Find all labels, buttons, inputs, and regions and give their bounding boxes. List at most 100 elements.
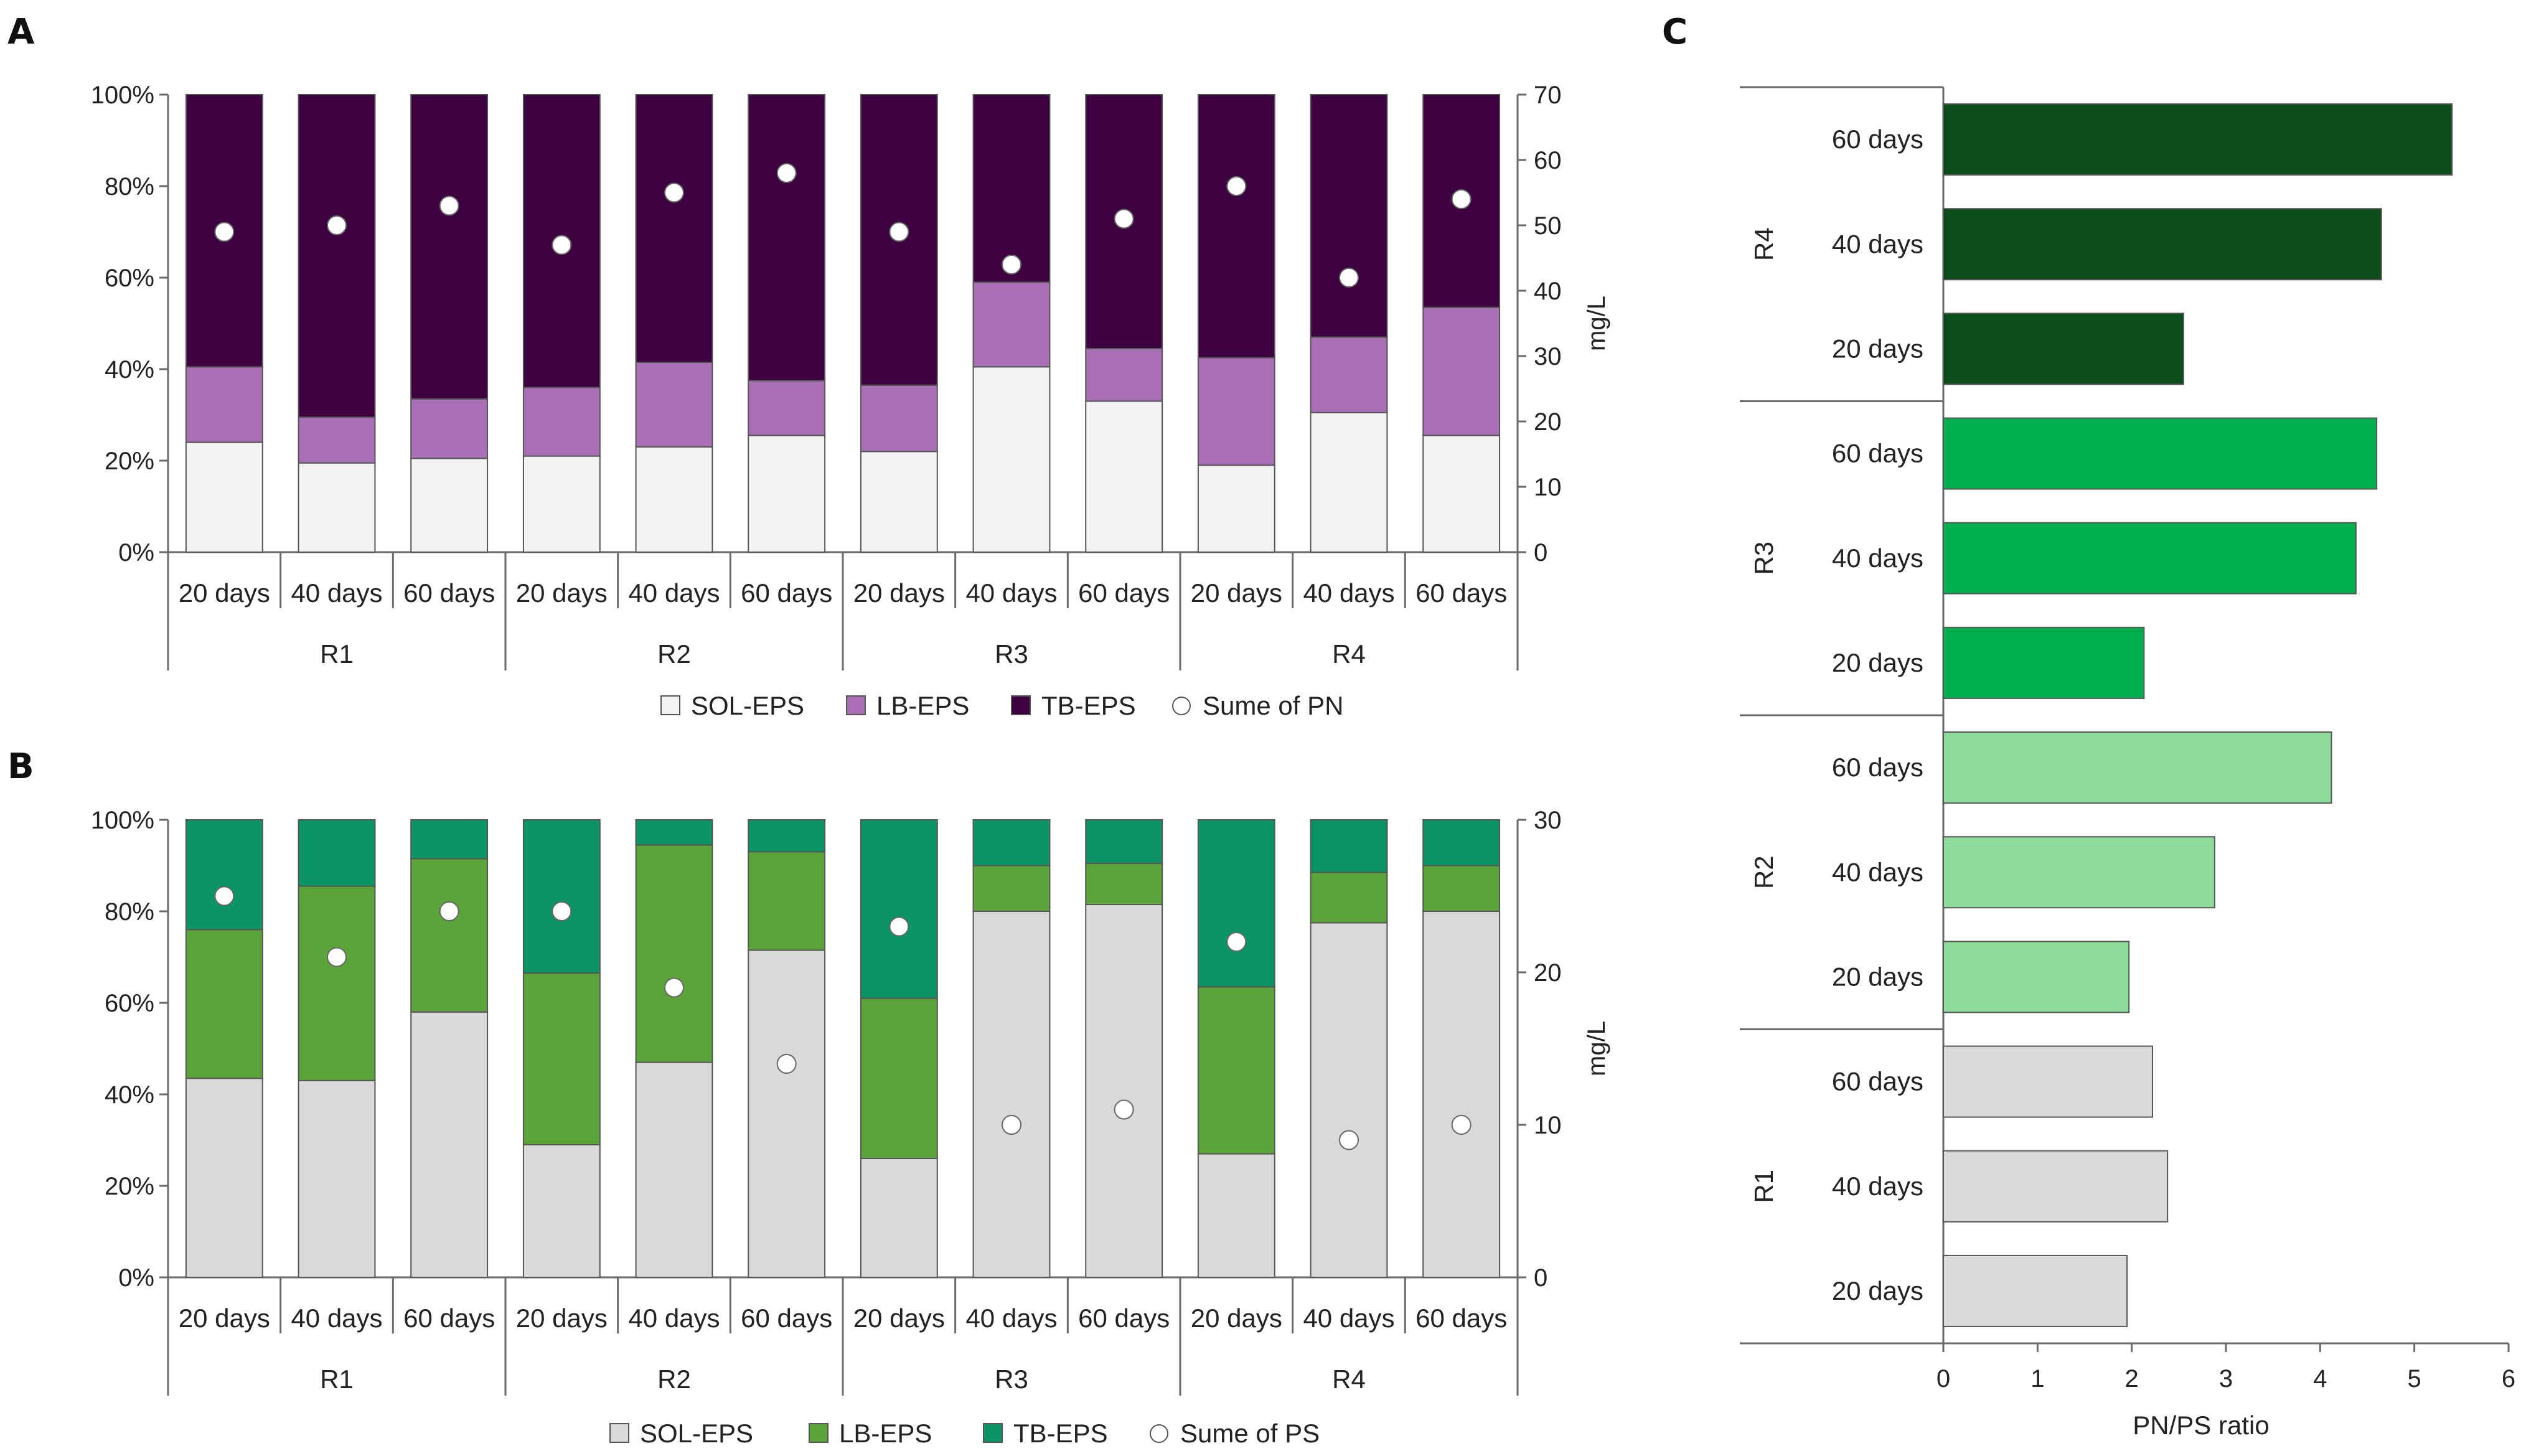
bar-sol-eps <box>860 451 938 553</box>
right-tick-label: 0 <box>1534 539 1547 566</box>
left-tick-label: 0% <box>118 1264 154 1292</box>
overlay-marker <box>214 222 235 242</box>
bar-r3 <box>1943 522 2357 594</box>
group-label: R2 <box>657 639 691 669</box>
bar-lb-eps <box>1085 862 1163 905</box>
bar-tb-eps <box>1422 819 1501 867</box>
left-tick-label: 20% <box>105 1173 154 1200</box>
category-label: 60 days <box>1832 124 1923 154</box>
overlay-marker <box>327 215 347 235</box>
category-label: 40 days <box>965 1303 1057 1333</box>
x-tick-label: 5 <box>2408 1365 2421 1393</box>
bar-sol-eps <box>410 458 489 553</box>
right-tick-label: 10 <box>1534 1112 1562 1139</box>
bar-lb-eps <box>298 885 376 1081</box>
bar-sol-eps <box>298 1079 376 1278</box>
right-tick-label: 10 <box>1534 474 1562 501</box>
group-label: R4 <box>1749 227 1778 261</box>
legend-swatch <box>609 1423 629 1443</box>
category-label: 20 days <box>516 1303 608 1333</box>
category-label: 40 days <box>291 578 382 608</box>
bar-sol-eps <box>410 1011 489 1278</box>
legend-label: Sume of PN <box>1203 691 1343 720</box>
bar-lb-eps <box>748 380 826 436</box>
bar-sol-eps <box>1197 1153 1275 1279</box>
bar-lb-eps <box>635 844 713 1063</box>
right-axis-title: mg/L <box>1583 296 1610 351</box>
bar-sol-eps <box>748 434 826 553</box>
category-label: 20 days <box>1832 334 1923 363</box>
group-label: R1 <box>320 1364 354 1394</box>
bar-r2 <box>1943 941 2130 1013</box>
legend-label: SOL-EPS <box>640 1419 753 1448</box>
overlay-marker <box>776 1054 797 1074</box>
overlay-marker <box>1339 268 1359 288</box>
category-label: 60 days <box>741 578 832 608</box>
bar-lb-eps <box>1422 865 1501 912</box>
legend-label: LB-EPS <box>876 691 969 720</box>
bar-sol-eps <box>1422 911 1501 1278</box>
bar-sol-eps <box>1085 400 1163 553</box>
category-label: 60 days <box>1832 439 1923 468</box>
category-label: 40 days <box>1303 578 1394 608</box>
bar-sol-eps <box>635 1061 713 1279</box>
bar-tb-eps <box>1197 819 1275 988</box>
bar-lb-eps <box>1310 871 1388 924</box>
bar-sol-eps <box>1197 464 1275 553</box>
panel-label-a: A <box>7 12 35 52</box>
category-label: 20 days <box>1832 1276 1923 1305</box>
category-label: 40 days <box>1832 1172 1923 1201</box>
bar-lb-eps <box>1422 306 1501 436</box>
bar-r1 <box>1943 1045 2153 1118</box>
category-label: 60 days <box>403 1303 495 1333</box>
overlay-marker <box>552 235 572 255</box>
chart-b: 0% 20% 40% 60% 80% 100% 0 10 20 30 mg/L 20 days 40 d… <box>91 807 1610 1448</box>
bar-lb-eps <box>1197 986 1275 1155</box>
category-label: 20 days <box>853 1303 945 1333</box>
bar-lb-eps <box>185 929 263 1079</box>
bar-r4 <box>1943 103 2453 176</box>
bar-r3 <box>1943 626 2145 699</box>
overlay-marker <box>1451 1115 1472 1135</box>
legend-label: SOL-EPS <box>691 691 804 720</box>
category-label: 60 days <box>1415 578 1507 608</box>
bar-r2 <box>1943 836 2215 909</box>
bar-tb-eps <box>860 819 938 999</box>
category-label: 40 days <box>1303 1303 1394 1333</box>
bar-sol-eps <box>972 366 1051 553</box>
bar-lb-eps <box>748 851 826 951</box>
bar-sol-eps <box>1085 903 1163 1278</box>
category-label: 40 days <box>628 578 720 608</box>
category-label: 20 days <box>179 1303 270 1333</box>
legend-swatch <box>660 695 680 715</box>
legend-label: LB-EPS <box>839 1419 932 1448</box>
group-label: R3 <box>1749 542 1778 575</box>
bar-sol-eps <box>298 462 376 553</box>
category-label: 40 days <box>1832 543 1923 573</box>
bar-sol-eps <box>972 911 1051 1278</box>
overlay-marker <box>439 195 459 216</box>
legend-swatch <box>809 1423 829 1443</box>
group-label: R4 <box>1332 639 1366 669</box>
category-label: 20 days <box>1191 1303 1282 1333</box>
overlay-marker <box>1226 932 1247 952</box>
left-tick-label: 40% <box>105 1081 154 1109</box>
bar-lb-eps <box>410 398 489 459</box>
bar-tb-eps <box>635 819 713 846</box>
category-label: 20 days <box>179 578 270 608</box>
left-tick-label: 80% <box>105 173 154 200</box>
overlay-marker <box>1451 189 1472 209</box>
overlay-marker <box>1226 176 1247 196</box>
left-tick-label: 100% <box>91 82 154 109</box>
bar-tb-eps <box>298 94 376 418</box>
x-axis-title: PN/PS ratio <box>2133 1411 2269 1440</box>
bar-r2 <box>1943 731 2332 804</box>
panel-label-b: B <box>7 746 34 787</box>
category-label: 60 days <box>1078 578 1170 608</box>
bar-sol-eps <box>1310 922 1388 1278</box>
overlay-marker <box>1002 255 1021 275</box>
bar-r4 <box>1943 208 2382 281</box>
bar-tb-eps <box>410 819 489 860</box>
right-tick-label: 0 <box>1534 1264 1547 1292</box>
left-tick-label: 100% <box>91 807 154 834</box>
